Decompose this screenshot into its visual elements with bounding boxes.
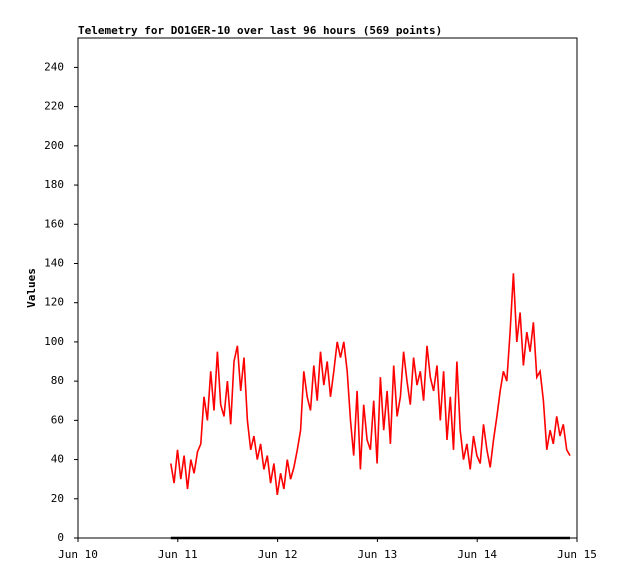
y-tick-label: 240: [44, 60, 64, 73]
y-tick-label: 220: [44, 100, 64, 113]
x-tick-label: Jun 15: [557, 548, 597, 561]
y-tick-label: 80: [51, 374, 64, 387]
y-tick-label: 180: [44, 178, 64, 191]
y-tick-label: 140: [44, 256, 64, 269]
y-tick-label: 100: [44, 335, 64, 348]
y-tick-label: 40: [51, 453, 64, 466]
y-tick-label: 20: [51, 492, 64, 505]
x-tick-label: Jun 11: [158, 548, 198, 561]
y-axis-label: Values: [25, 268, 38, 308]
x-tick-label: Jun 14: [457, 548, 497, 561]
x-tick-label: Jun 13: [358, 548, 398, 561]
y-tick-label: 60: [51, 413, 64, 426]
y-tick-label: 0: [57, 531, 64, 544]
x-tick-label: Jun 10: [58, 548, 98, 561]
y-tick-label: 120: [44, 296, 64, 309]
chart-title: Telemetry for DO1GER-10 over last 96 hou…: [78, 24, 442, 37]
y-tick-label: 200: [44, 139, 64, 152]
x-tick-label: Jun 12: [258, 548, 298, 561]
data-line: [170, 273, 571, 496]
y-tick-label: 160: [44, 217, 64, 230]
